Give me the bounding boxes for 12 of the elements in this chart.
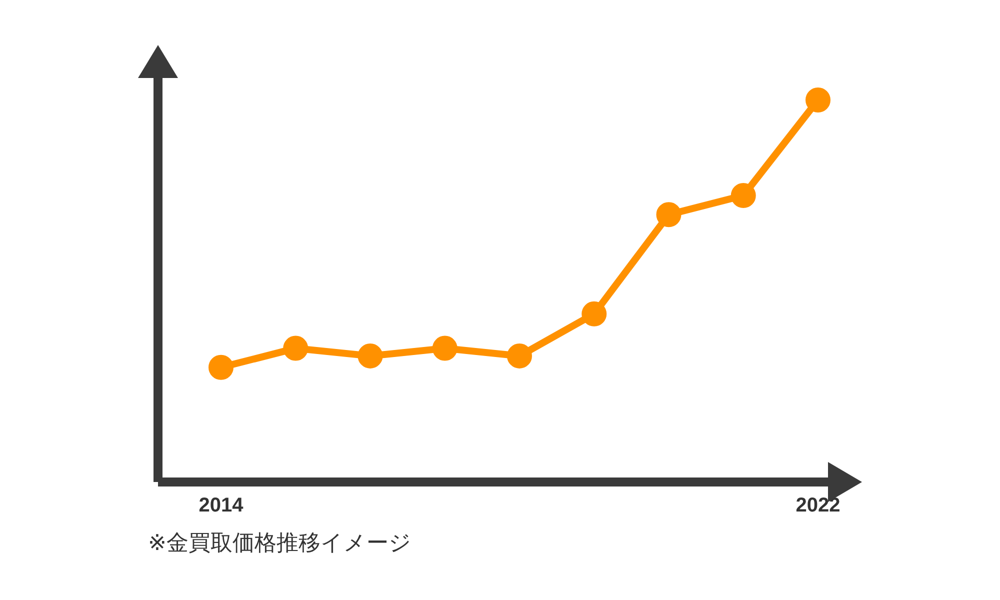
point [806,88,830,112]
point [656,202,682,228]
x-tick-label: 2014 [198,494,244,517]
text: ※金買取価格推移イメージ [148,530,412,558]
point [283,336,308,361]
point [208,354,234,380]
x-tick-label: 2022 [796,494,840,517]
point [582,301,607,326]
point [432,336,458,361]
point [730,183,756,208]
point [507,343,532,368]
point [358,343,383,368]
